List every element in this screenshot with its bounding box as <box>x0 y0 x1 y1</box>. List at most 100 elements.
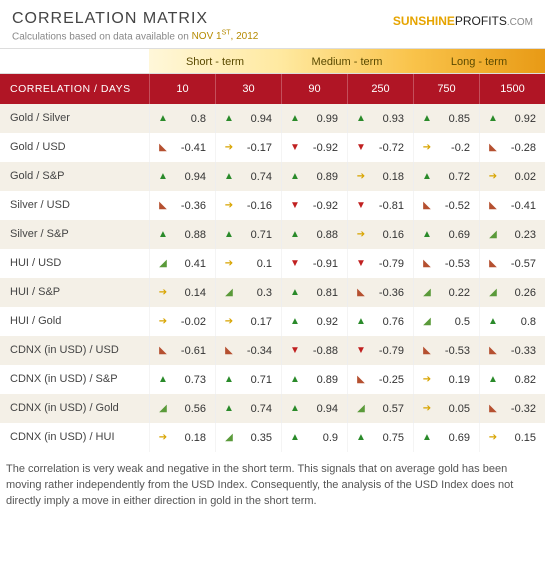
up-arrow-icon: ▲ <box>156 374 170 385</box>
table-row: HUI / S&P➔0.14◢0.3▲0.81◣-0.36◢0.22◢0.26 <box>0 278 545 307</box>
down-arrow-icon: ▼ <box>288 345 302 356</box>
up-arrow-icon: ▲ <box>354 432 368 443</box>
value-cell: ◢ 0.56 <box>149 394 215 423</box>
down-arrow-icon: ▼ <box>288 200 302 211</box>
correlation-value: -0.92 <box>308 200 338 212</box>
value-cell: ▲0.94 <box>149 162 215 191</box>
correlation-value: -0.2 <box>440 142 470 154</box>
up-arrow-icon: ▲ <box>222 403 236 414</box>
up-arrow-icon: ▲ <box>420 113 434 124</box>
value-cell: ➔0.14 <box>149 278 215 307</box>
correlation-value: 0.69 <box>440 432 470 444</box>
value-cell: ▼-0.88 <box>281 336 347 365</box>
correlation-value: -0.79 <box>374 258 404 270</box>
value-cell: ◣-0.41 <box>479 191 545 220</box>
table-row: CDNX (in USD) / Gold◢0.56▲0.74▲0.94◢0.57… <box>0 394 545 423</box>
correlation-value: -0.53 <box>440 258 470 270</box>
value-cell: ▲ 0.92 <box>281 307 347 336</box>
downslight-arrow-icon: ◣ <box>354 374 368 385</box>
value-cell: ▲0.93 <box>347 104 413 133</box>
row-label: Gold / S&P <box>0 162 149 191</box>
up-arrow-icon: ▲ <box>288 374 302 385</box>
value-cell: ▲0.85 <box>413 104 479 133</box>
value-cell: ➔0.1 <box>215 249 281 278</box>
correlation-value: 0.16 <box>374 229 404 241</box>
correlation-value: -0.34 <box>242 345 272 357</box>
upslight-arrow-icon: ◢ <box>420 316 434 327</box>
value-cell: ▲0.71 <box>215 365 281 394</box>
value-cell: ▲0.69 <box>413 220 479 249</box>
up-arrow-icon: ▲ <box>288 403 302 414</box>
day-header-250: 250 <box>347 74 413 104</box>
correlation-value: 0.8 <box>176 113 206 125</box>
downslight-arrow-icon: ◣ <box>420 258 434 269</box>
value-cell: ◢0.5 <box>413 307 479 336</box>
value-cell: ➔0.05 <box>413 394 479 423</box>
term-header-row: Short - termMedium - termLong - term <box>0 48 545 74</box>
row-label: Gold / Silver <box>0 104 149 133</box>
value-cell: ➔0.18 <box>149 423 215 452</box>
value-cell: ▼-0.79 <box>347 249 413 278</box>
up-arrow-icon: ▲ <box>222 229 236 240</box>
logo-dotcom: .COM <box>507 17 533 28</box>
value-cell: ➔0.15 <box>479 423 545 452</box>
correlation-value: 0.05 <box>440 403 470 415</box>
upslight-arrow-icon: ◢ <box>156 403 170 414</box>
correlation-value: -0.52 <box>440 200 470 212</box>
correlation-value: -0.25 <box>374 374 404 386</box>
up-arrow-icon: ▲ <box>288 171 302 182</box>
correlation-value: 0.92 <box>308 316 338 328</box>
value-cell: ◣-0.36 <box>347 278 413 307</box>
value-cell: ▲ 0.76 <box>347 307 413 336</box>
downslight-arrow-icon: ◣ <box>486 403 500 414</box>
up-arrow-icon: ▲ <box>486 374 500 385</box>
flat-arrow-icon: ➔ <box>486 432 500 443</box>
downslight-arrow-icon: ◣ <box>486 345 500 356</box>
value-cell: ◣-0.53 <box>413 336 479 365</box>
correlation-value: -0.72 <box>374 142 404 154</box>
upslight-arrow-icon: ◢ <box>222 287 236 298</box>
value-cell: ▲0.88 <box>281 220 347 249</box>
correlation-value: 0.76 <box>374 316 404 328</box>
days-container: 1030902507501500 <box>149 74 545 104</box>
value-cell: ◢0.57 <box>347 394 413 423</box>
correlation-value: 0.72 <box>440 171 470 183</box>
correlation-value: 0.17 <box>242 316 272 328</box>
up-arrow-icon: ▲ <box>156 113 170 124</box>
up-arrow-icon: ▲ <box>354 113 368 124</box>
up-arrow-icon: ▲ <box>486 316 500 327</box>
correlation-value: -0.41 <box>176 142 206 154</box>
value-cell: ◢0.3 <box>215 278 281 307</box>
down-arrow-icon: ▼ <box>354 200 368 211</box>
flat-arrow-icon: ➔ <box>486 171 500 182</box>
value-cell: ◣-0.61 <box>149 336 215 365</box>
flat-arrow-icon: ➔ <box>420 142 434 153</box>
upslight-arrow-icon: ◢ <box>486 229 500 240</box>
correlation-value: 0.88 <box>176 229 206 241</box>
correlation-value: 0.19 <box>440 374 470 386</box>
value-cell: ◣-0.36 <box>149 191 215 220</box>
table-row: Gold / S&P▲0.94▲0.74▲0.89➔0.18▲0.72➔0.02 <box>0 162 545 191</box>
value-cell: ▲0.81 <box>281 278 347 307</box>
correlation-value: -0.16 <box>242 200 272 212</box>
correlation-value: 0.56 <box>176 403 206 415</box>
value-cell: ➔-0.17 <box>215 133 281 162</box>
up-arrow-icon: ▲ <box>288 316 302 327</box>
value-cell: ▼-0.81 <box>347 191 413 220</box>
up-arrow-icon: ▲ <box>222 374 236 385</box>
value-cell: ◣ -0.25 <box>347 365 413 394</box>
value-cell: ▲0.99 <box>281 104 347 133</box>
correlation-value: -0.61 <box>176 345 206 357</box>
correlation-value: 0.89 <box>308 171 338 183</box>
value-cell: ◣-0.34 <box>215 336 281 365</box>
value-cell: ▲0.74 <box>215 162 281 191</box>
value-cell: ◢0.35 <box>215 423 281 452</box>
correlation-value: 0.81 <box>308 287 338 299</box>
flat-arrow-icon: ➔ <box>222 200 236 211</box>
downslight-arrow-icon: ◣ <box>486 258 500 269</box>
up-arrow-icon: ▲ <box>354 316 368 327</box>
downslight-arrow-icon: ◣ <box>420 345 434 356</box>
value-cell: ◣-0.41 <box>149 133 215 162</box>
day-header-1500: 1500 <box>479 74 545 104</box>
down-arrow-icon: ▼ <box>354 142 368 153</box>
